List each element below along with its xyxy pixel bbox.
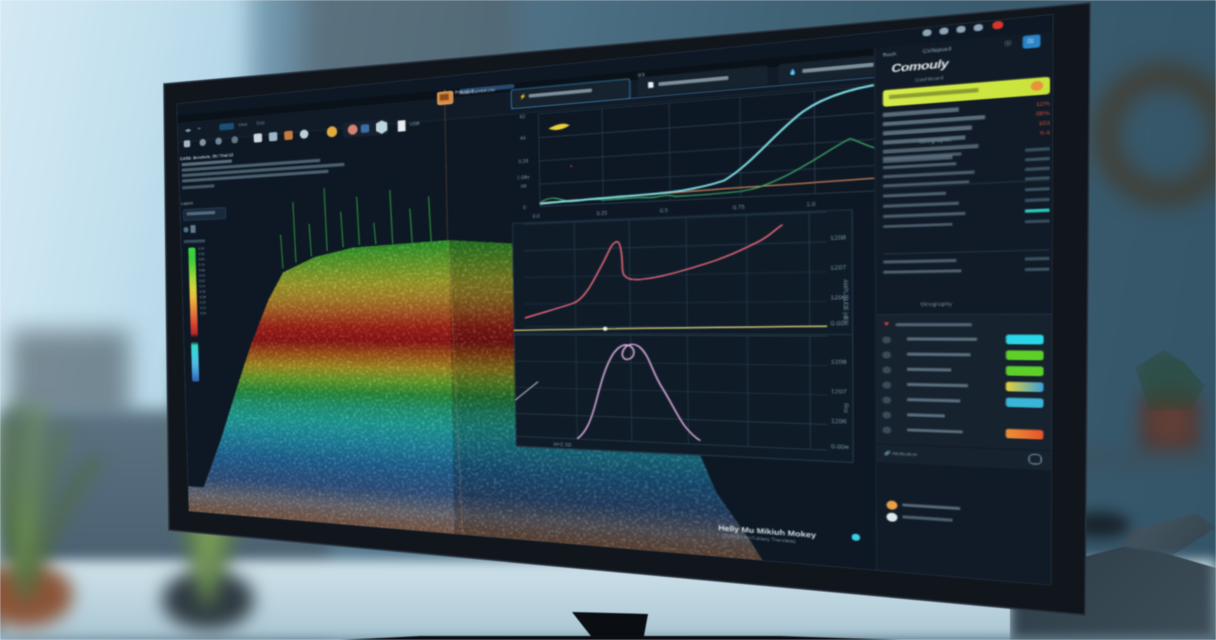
svg-text:1206: 1206 (831, 417, 848, 424)
svg-text:0.26: 0.26 (518, 157, 529, 164)
svg-text:0.0: 0.0 (532, 212, 540, 219)
svg-text:1.0: 1.0 (807, 200, 817, 207)
svg-text:1207: 1207 (830, 264, 847, 271)
svg-text:08: 08 (521, 183, 528, 190)
svg-text:0.5: 0.5 (660, 207, 669, 214)
svg-text:1207: 1207 (831, 388, 848, 395)
svg-text:0.00e: 0.00e (831, 443, 850, 451)
svg-text:Rcv: Rcv (842, 403, 850, 413)
svg-text:AMPLITUDE (dB): AMPLITUDE (dB) (842, 279, 850, 323)
svg-text:62: 62 (520, 113, 526, 120)
svg-text:0: 0 (523, 204, 527, 210)
svg-text:1208: 1208 (830, 234, 847, 241)
svg-text:1.08e: 1.08e (517, 173, 531, 180)
svg-text:0.25: 0.25 (597, 209, 609, 216)
svg-text:44: 44 (520, 134, 527, 141)
svg-text:0.75: 0.75 (733, 203, 746, 210)
svg-text:1208: 1208 (831, 358, 848, 365)
